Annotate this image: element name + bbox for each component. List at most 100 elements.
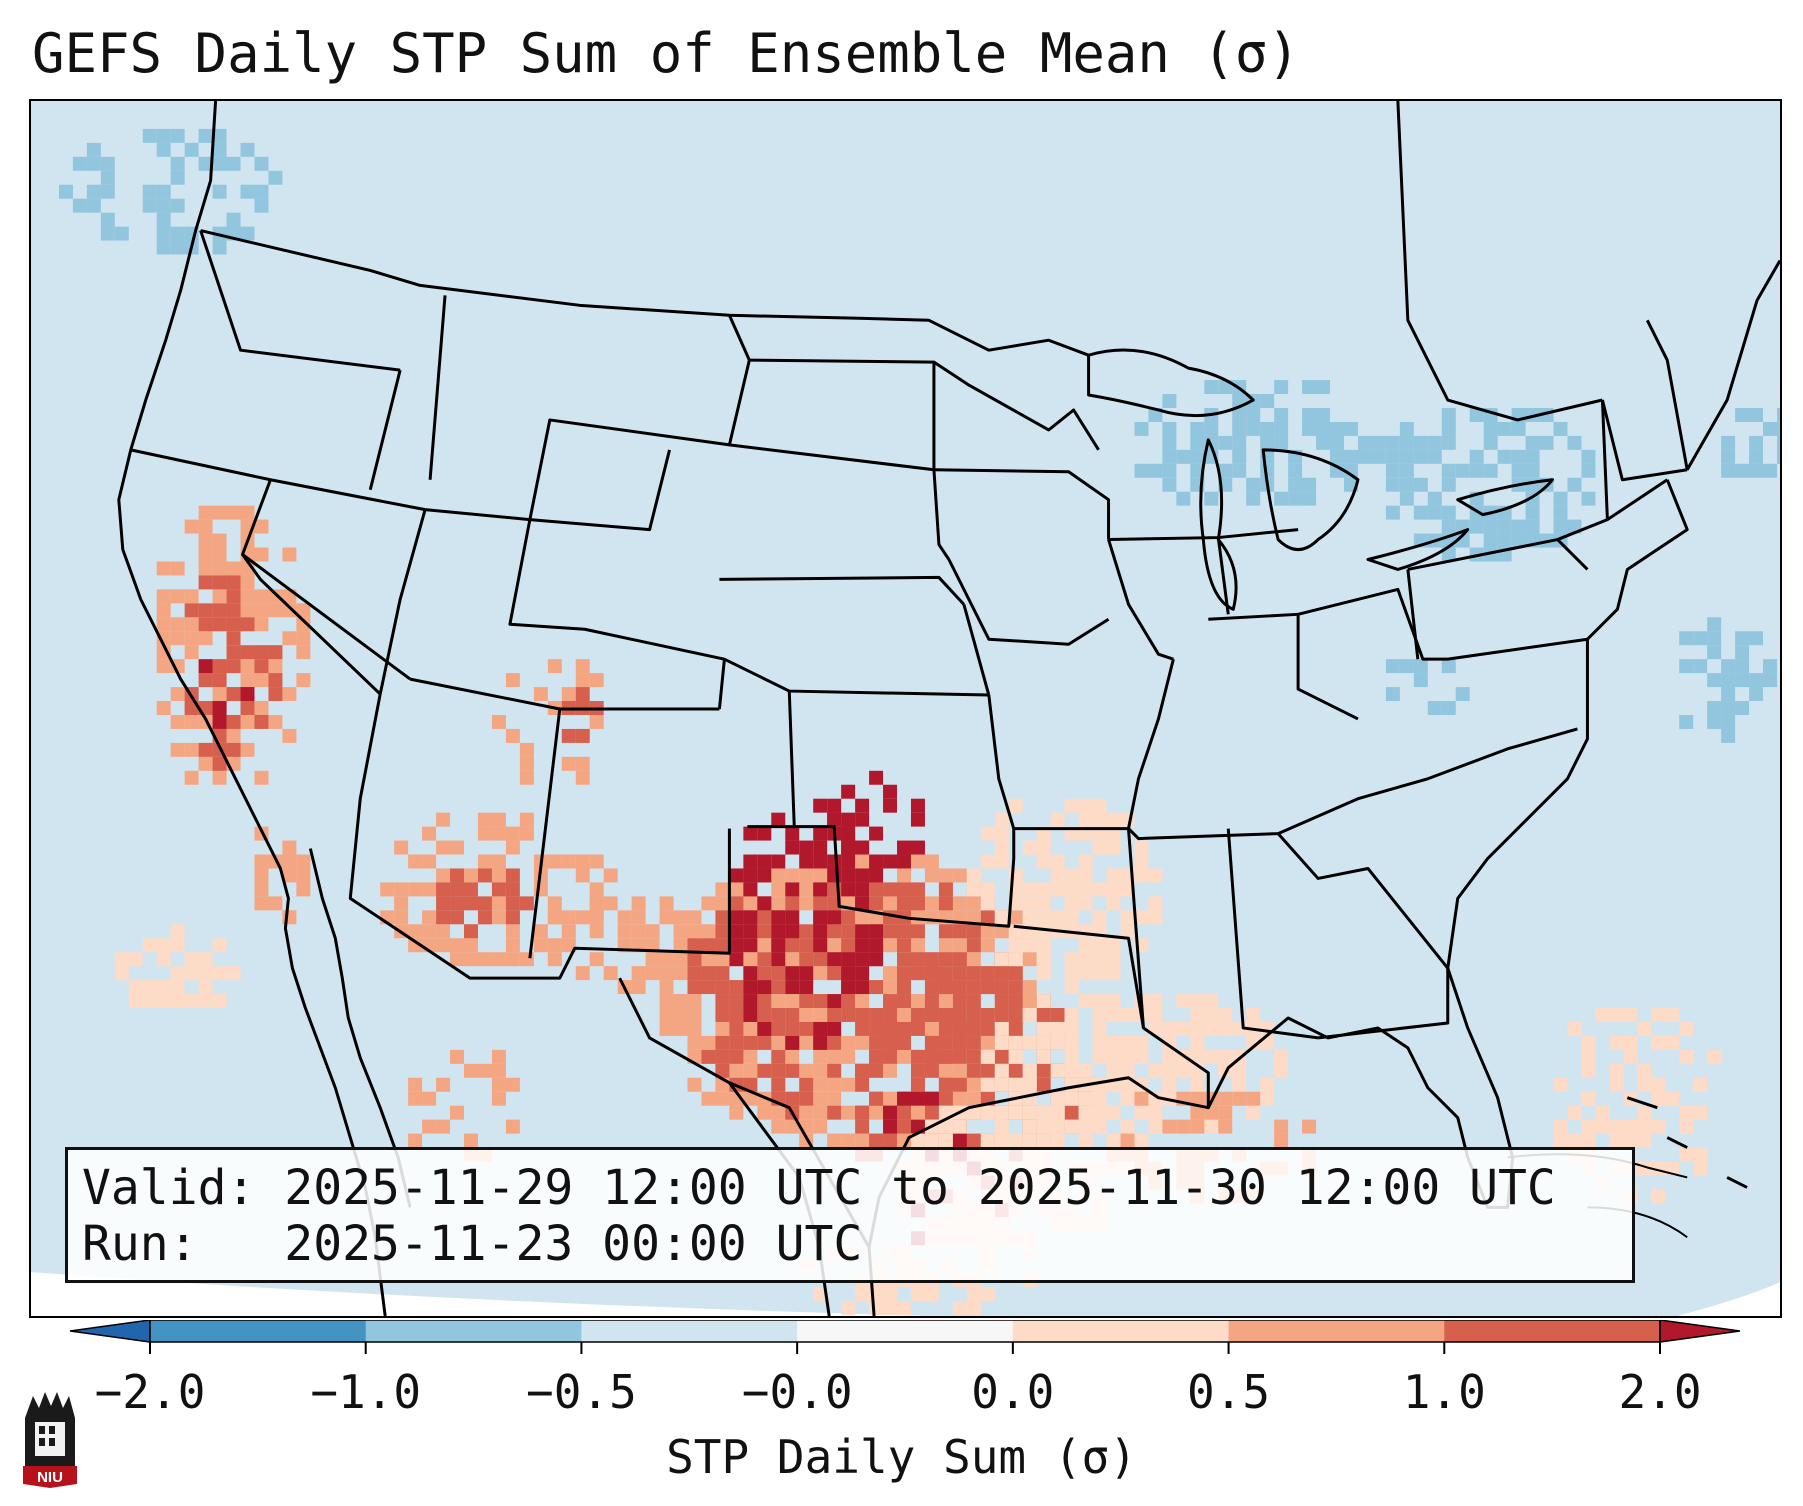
anomaly-cell: [910, 1049, 925, 1064]
anomaly-cell: [1050, 1035, 1065, 1050]
anomaly-cell: [1721, 435, 1736, 450]
anomaly-cell: [883, 1119, 898, 1134]
anomaly-cell: [1162, 435, 1177, 450]
anomaly-cell: [408, 938, 423, 953]
anomaly-cell: [1092, 882, 1107, 897]
anomaly-cell: [505, 1077, 520, 1092]
anomaly-cell: [1148, 1063, 1163, 1078]
anomaly-cell: [855, 1063, 870, 1078]
anomaly-cell: [1050, 1105, 1065, 1120]
anomaly-cell: [1008, 980, 1023, 995]
anomaly-cell: [883, 1063, 898, 1078]
anomaly-cell: [1399, 463, 1414, 478]
anomaly-cell: [1260, 394, 1275, 408]
anomaly-cell: [1246, 421, 1261, 436]
anomaly-cell: [1022, 1119, 1037, 1134]
anomaly-cell: [212, 617, 227, 632]
anomaly-cell: [799, 994, 814, 1009]
anomaly-cell: [240, 701, 255, 715]
anomaly-cell: [771, 1021, 786, 1036]
anomaly-cell: [952, 966, 967, 981]
anomaly-cell: [394, 910, 409, 925]
anomaly-cell: [869, 1105, 884, 1120]
anomaly-cell: [910, 812, 925, 827]
anomaly-cell: [561, 854, 576, 869]
anomaly-cell: [785, 1008, 800, 1022]
anomaly-cell: [1302, 380, 1317, 395]
anomaly-cell: [1064, 1035, 1079, 1050]
anomaly-cell: [855, 882, 870, 897]
anomaly-cell: [799, 1008, 814, 1022]
anomaly-cell: [966, 980, 981, 995]
anomaly-cell: [938, 1091, 953, 1106]
anomaly-cell: [156, 994, 171, 1009]
anomaly-cell: [743, 854, 758, 869]
anomaly-cell: [1288, 463, 1303, 478]
anomaly-cell: [980, 854, 995, 869]
anomaly-cell: [743, 1091, 758, 1106]
anomaly-cell: [1623, 1008, 1638, 1022]
anomaly-cell: [1441, 659, 1456, 674]
anomaly-cell: [1371, 449, 1386, 464]
anomaly-cell: [924, 1008, 939, 1022]
anomaly-cell: [1148, 896, 1163, 911]
anomaly-cell: [505, 938, 520, 953]
anomaly-cell: [450, 868, 465, 883]
anomaly-cell: [1190, 994, 1205, 1009]
anomaly-cell: [715, 1063, 730, 1078]
anomaly-cell: [687, 994, 702, 1009]
anomaly-cell: [1609, 1008, 1624, 1022]
anomaly-cell: [505, 868, 520, 883]
anomaly-cell: [715, 994, 730, 1009]
colorbar-segment: [797, 1320, 1014, 1342]
anomaly-cell: [184, 966, 199, 981]
anomaly-cell: [491, 882, 506, 897]
anomaly-cell: [533, 882, 548, 897]
anomaly-cell: [128, 952, 143, 967]
anomaly-cell: [855, 1105, 870, 1120]
anomaly-cell: [1190, 1021, 1205, 1036]
anomaly-cell: [1008, 1035, 1023, 1050]
anomaly-cell: [757, 966, 772, 981]
anomaly-cell: [1721, 673, 1736, 688]
anomaly-cell: [505, 882, 520, 897]
anomaly-cell: [897, 1049, 911, 1064]
anomaly-cell: [1693, 1161, 1708, 1176]
anomaly-cell: [980, 1021, 995, 1036]
anomaly-cell: [883, 854, 898, 869]
anomaly-cell: [170, 980, 185, 995]
anomaly-cell: [1399, 477, 1414, 492]
anomaly-cell: [477, 854, 492, 869]
anomaly-cell: [100, 170, 115, 185]
anomaly-cell: [142, 198, 157, 213]
anomaly-cell: [1036, 1021, 1051, 1036]
anomaly-cell: [533, 938, 548, 953]
anomaly-cell: [938, 924, 953, 939]
anomaly-cell: [715, 910, 730, 925]
anomaly-cell: [1721, 687, 1736, 702]
anomaly-cell: [659, 1021, 674, 1036]
anomaly-cell: [1120, 882, 1135, 897]
anomaly-cell: [268, 673, 283, 688]
anomaly-cell: [952, 1077, 967, 1092]
anomaly-cell: [422, 910, 437, 925]
anomaly-cell: [254, 770, 269, 785]
anomaly-cell: [813, 1008, 828, 1022]
anomaly-cell: [743, 1049, 758, 1064]
anomaly-cell: [86, 156, 101, 171]
anomaly-cell: [1567, 477, 1582, 492]
anomaly-cell: [1064, 798, 1079, 813]
anomaly-cell: [436, 840, 451, 855]
anomaly-cell: [841, 812, 856, 827]
anomaly-cell: [743, 1063, 758, 1078]
anomaly-cell: [827, 1105, 842, 1120]
anomaly-cell: [813, 798, 828, 813]
anomaly-cell: [966, 910, 981, 925]
anomaly-cell: [687, 1077, 702, 1092]
anomaly-cell: [1092, 1008, 1107, 1022]
anomaly-cell: [1218, 1105, 1233, 1120]
anomaly-cell: [827, 938, 842, 953]
anomaly-cell: [296, 854, 311, 869]
anomaly-cell: [1092, 994, 1107, 1009]
anomaly-cell: [1204, 1008, 1219, 1022]
